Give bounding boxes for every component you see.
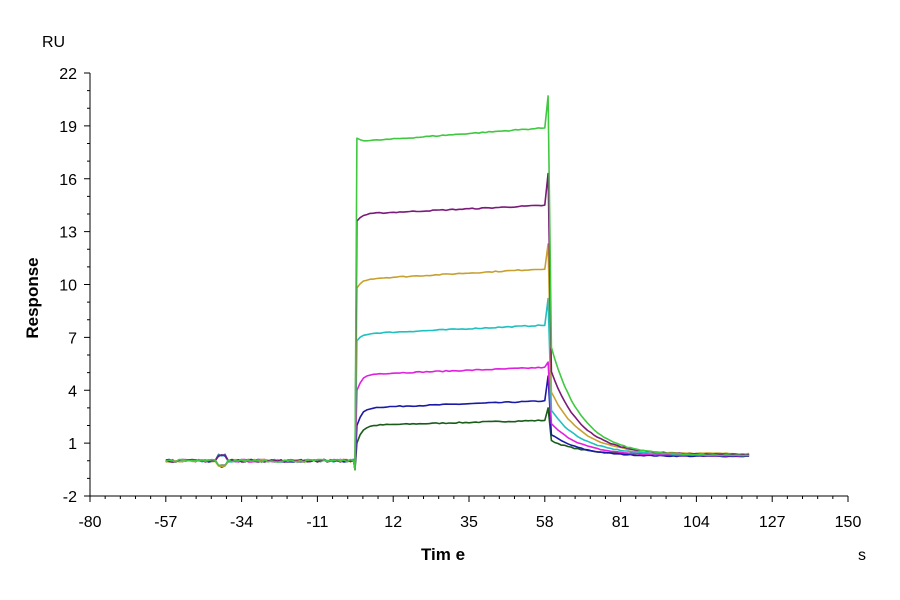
- x-tick-label: 12: [384, 514, 402, 531]
- x-tick-label: 127: [759, 514, 786, 531]
- series-line-6: [165, 172, 750, 471]
- y-tick-label: 7: [68, 330, 77, 347]
- x-tick-label: 104: [683, 514, 710, 531]
- y-tick-label: 10: [59, 278, 77, 295]
- series-line-7: [165, 95, 750, 471]
- x-tick-label: -80: [78, 514, 101, 531]
- x-unit-label: s: [858, 547, 866, 564]
- series-line-5: [165, 243, 750, 471]
- y-axis-title: Response: [23, 257, 42, 338]
- y-tick-label: -2: [63, 489, 77, 506]
- y-tick-label: 13: [59, 225, 77, 242]
- series-group: [165, 95, 750, 471]
- y-tick-label: 16: [59, 172, 77, 189]
- x-axis-title: Tim e: [421, 545, 465, 564]
- y-tick-label: 1: [68, 436, 77, 453]
- y-tick-label: 4: [68, 383, 77, 400]
- y-unit-label: RU: [42, 34, 65, 51]
- x-tick-label: -34: [230, 514, 253, 531]
- y-tick-label: 19: [59, 119, 77, 136]
- x-tick-label: -57: [154, 514, 177, 531]
- axis-labels: RU Response Tim e s: [23, 34, 866, 564]
- x-tick-label: 81: [612, 514, 630, 531]
- x-tick-label: 35: [460, 514, 478, 531]
- y-tick-label: 22: [59, 66, 77, 83]
- axes: -2 1 4 7 10 13 16 19 22 -80 -57 -34 -11 12 35 58 81 104 12…: [59, 66, 861, 531]
- x-tick-label: 58: [536, 514, 554, 531]
- series-line-4: [165, 297, 750, 471]
- x-tick-label: -11: [306, 514, 328, 531]
- x-tick-label: 150: [835, 514, 862, 531]
